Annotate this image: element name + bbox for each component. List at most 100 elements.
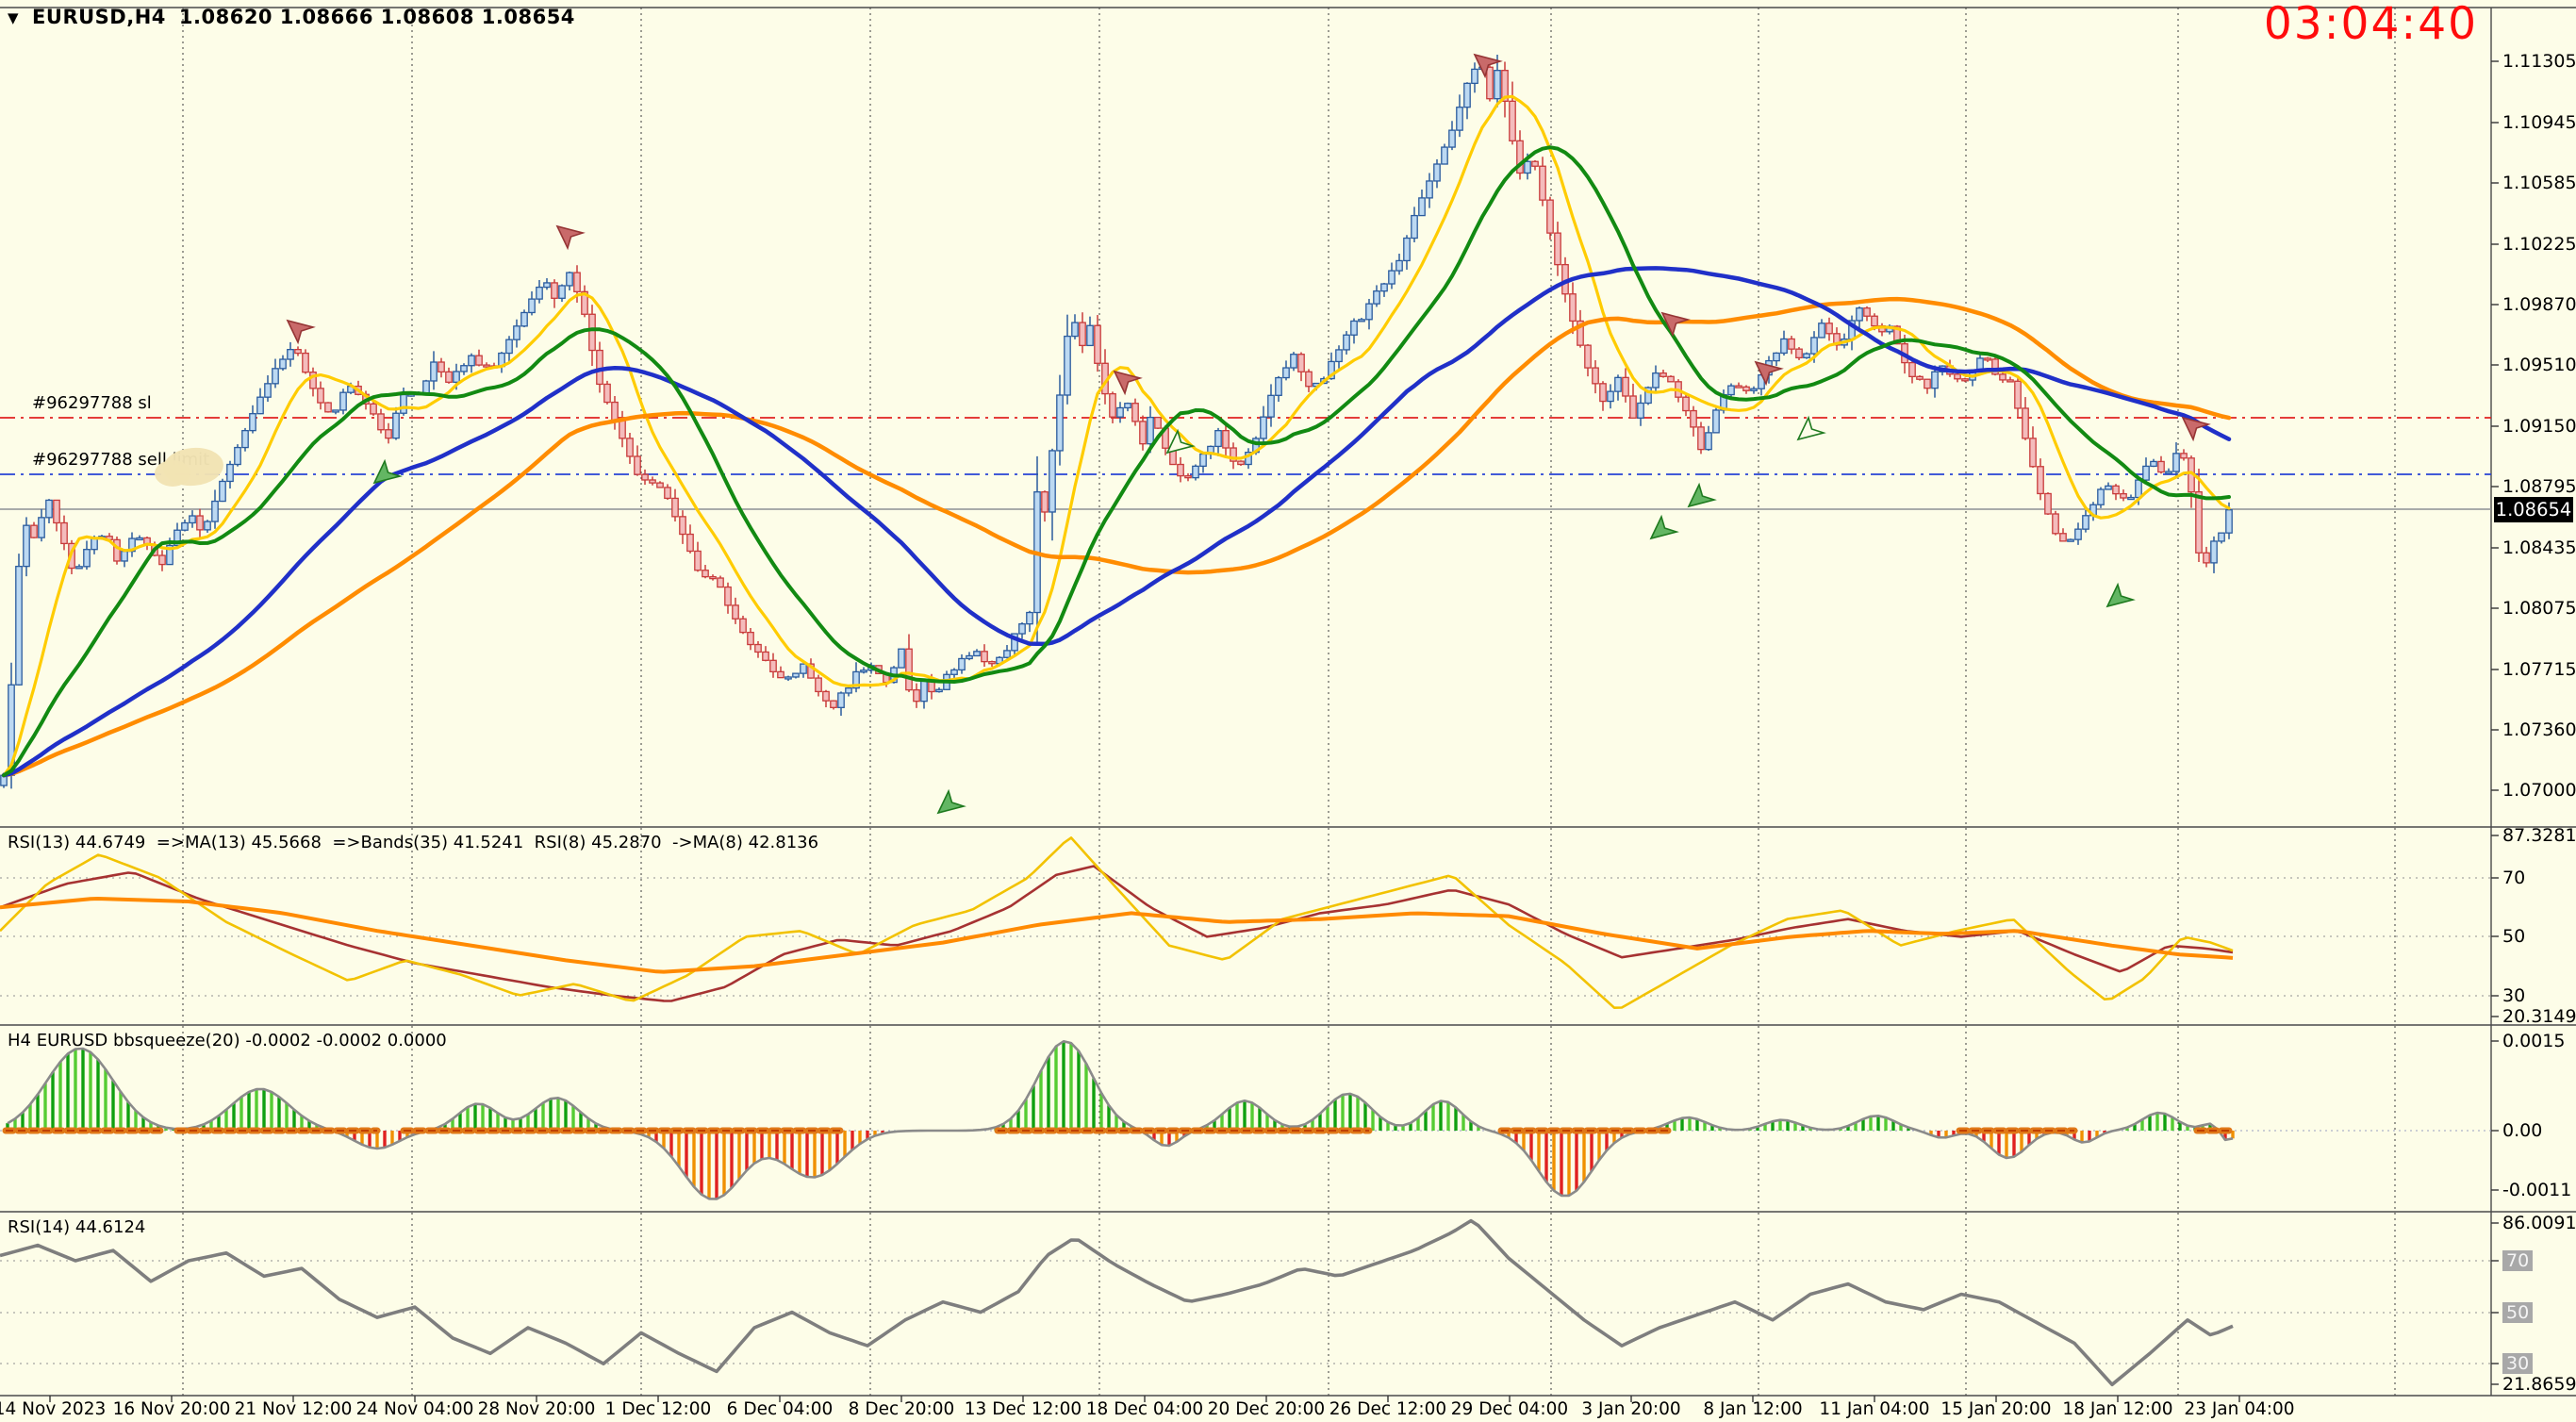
time-tick-label: 8 Jan 12:00 <box>1703 1399 1803 1419</box>
candle-body <box>1727 385 1735 396</box>
candle-body <box>2112 485 2120 495</box>
candle-body <box>460 365 468 372</box>
candle-body <box>988 660 996 665</box>
candle-body <box>158 554 166 566</box>
candle-body <box>1584 344 1592 369</box>
candle-body <box>475 355 483 366</box>
candle-body <box>1494 70 1501 100</box>
candle-body <box>2014 380 2022 409</box>
candle-body <box>2195 491 2203 554</box>
price-tick-label: 50 <box>2502 926 2526 947</box>
candle-body <box>769 659 777 673</box>
time-tick-label: 26 Dec 12:00 <box>1329 1399 1447 1419</box>
candle-body <box>1629 395 1637 419</box>
candle-body <box>958 657 966 671</box>
candle-body <box>38 517 45 538</box>
candle-body <box>950 669 958 675</box>
candle-body <box>1018 623 1026 635</box>
candle-body <box>1999 373 2006 381</box>
candle-body <box>815 677 822 693</box>
candle-body <box>1079 322 1086 347</box>
candle-body <box>2203 552 2210 564</box>
candle-body <box>777 670 784 679</box>
candle-body <box>1539 165 1546 201</box>
time-tick-label: 20 Dec 20:00 <box>1207 1399 1326 1419</box>
candle-body <box>189 515 196 524</box>
candle-body <box>1267 394 1275 418</box>
candle-body <box>226 463 234 483</box>
symbol-dropdown-icon[interactable]: ▼ <box>8 9 20 26</box>
price-tick-label: 87.3281 <box>2502 825 2576 846</box>
candle-body <box>1652 372 1660 389</box>
buy-signal-arrow-icon <box>1649 514 1679 540</box>
candle-body <box>551 282 558 299</box>
candle-body <box>1403 237 1411 262</box>
candle-body <box>1516 140 1524 174</box>
price-tick-label: 86.0091 <box>2502 1213 2576 1233</box>
candle-body <box>1456 107 1463 131</box>
candle-body <box>1373 290 1380 305</box>
candle-body <box>2165 471 2172 474</box>
candle-body <box>370 403 377 415</box>
candle-body <box>528 298 536 314</box>
candle-body <box>1795 348 1803 359</box>
price-tick-label: 1.08075 <box>2502 598 2576 619</box>
candle-body <box>520 311 528 327</box>
candle-body <box>1147 416 1154 445</box>
symbol-title-bar[interactable]: ▼ EURUSD,H4 1.08620 1.08666 1.08608 1.08… <box>8 6 575 28</box>
candle-body <box>1569 293 1577 322</box>
candle-body <box>332 409 339 413</box>
time-tick-label: 11 Jan 04:00 <box>1819 1399 1930 1419</box>
candle-body <box>2150 460 2157 468</box>
price-tick-label: 1.07000 <box>2502 780 2576 801</box>
candle-body <box>732 604 739 620</box>
candle-body <box>1245 452 1252 466</box>
candle-body <box>196 515 204 531</box>
candle-body <box>483 364 490 368</box>
buy-signal-arrow-icon <box>936 788 966 815</box>
candle-body <box>724 586 732 606</box>
price-tick-label: 1.09150 <box>2502 416 2576 437</box>
candle-body <box>626 438 634 457</box>
candle-body <box>1237 460 1245 466</box>
candle-body <box>272 368 279 385</box>
candle-body <box>2097 488 2105 505</box>
time-tick-label: 24 Nov 04:00 <box>355 1399 474 1419</box>
sell-signal-arrow-icon <box>1754 360 1784 387</box>
candle-body <box>898 648 905 669</box>
candle-body <box>913 688 920 703</box>
candle-body <box>1192 465 1199 479</box>
candle-body <box>1124 403 1131 409</box>
candle-body <box>430 361 438 382</box>
time-tick-label: 14 Nov 2023 <box>0 1399 107 1419</box>
ma-fast-yellow <box>2 94 2231 777</box>
candle-body <box>1780 338 1788 355</box>
candle-body <box>1064 335 1071 396</box>
candle-body <box>1448 129 1456 148</box>
buy-signal-arrow-icon <box>1687 482 1717 508</box>
candle-body <box>588 313 596 352</box>
candle-body <box>717 577 724 588</box>
candle-body <box>2074 528 2082 540</box>
candle-body <box>1524 160 1531 174</box>
time-tick-label: 6 Dec 04:00 <box>726 1399 834 1419</box>
candle-body <box>309 372 317 389</box>
time-tick-label: 28 Nov 20:00 <box>477 1399 596 1419</box>
candle-body <box>1803 353 1810 359</box>
candle-body <box>649 479 656 484</box>
candle-body <box>166 544 173 566</box>
candle-body <box>1546 199 1554 234</box>
order-sl-label[interactable]: #96297788 sl <box>32 393 152 413</box>
candle-body <box>679 516 686 536</box>
candle-body <box>935 688 943 693</box>
sell-signal-arrow-icon <box>2181 416 2211 442</box>
candle-body <box>1177 463 1184 477</box>
candle-body <box>671 497 679 518</box>
time-tick-label: 16 Nov 20:00 <box>112 1399 231 1419</box>
buy-signal-arrow-icon <box>1796 415 1826 441</box>
rsi14-line <box>0 1218 2234 1387</box>
bbsqueeze-envelope <box>7 1040 2234 1200</box>
candle-body <box>739 618 747 634</box>
